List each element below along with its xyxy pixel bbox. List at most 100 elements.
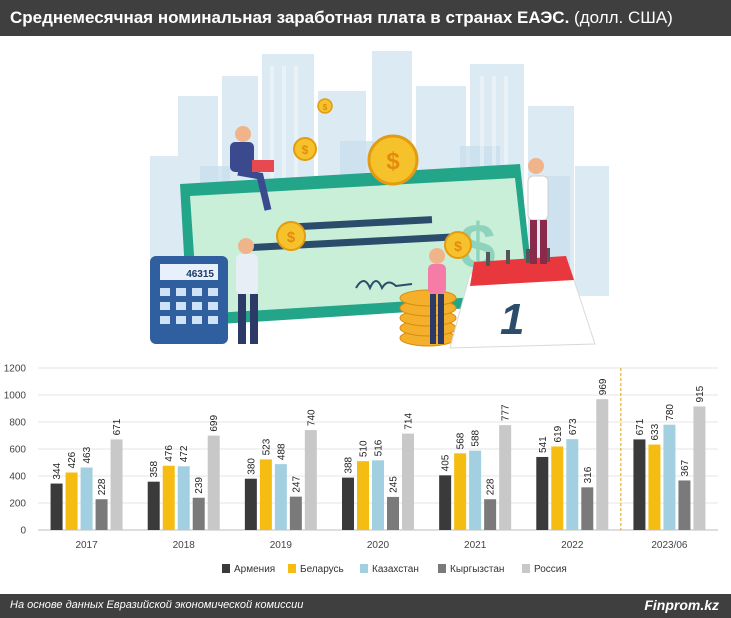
bar-value-label: 523 bbox=[261, 438, 272, 455]
bar-value-label: 388 bbox=[344, 456, 355, 473]
bar bbox=[402, 433, 414, 530]
bar bbox=[372, 460, 384, 530]
bar bbox=[536, 456, 549, 530]
person-pointing bbox=[236, 238, 258, 344]
bar-value-label: 472 bbox=[179, 445, 190, 462]
bar bbox=[80, 467, 93, 530]
bar bbox=[244, 478, 257, 530]
bar bbox=[50, 483, 63, 530]
source-note: На основе данных Евразийской экономическ… bbox=[10, 599, 304, 611]
bar-value-label: 671 bbox=[635, 418, 646, 435]
bar bbox=[95, 499, 108, 530]
person-with-laptop bbox=[230, 126, 274, 211]
bar bbox=[207, 435, 220, 530]
bar bbox=[147, 481, 160, 530]
bar-value-label: 588 bbox=[471, 429, 482, 446]
bar-value-label: 476 bbox=[164, 445, 175, 462]
y-tick-label: 400 bbox=[9, 472, 26, 483]
bar-value-label: 488 bbox=[276, 443, 287, 460]
x-tick-label: 2023/06 bbox=[651, 540, 688, 551]
y-axis-ticks: 0 200 400 600 800 1000 1200 bbox=[4, 364, 27, 537]
bar bbox=[342, 477, 354, 530]
y-tick-label: 200 bbox=[9, 499, 26, 510]
bar bbox=[596, 399, 609, 530]
bar-value-label: 780 bbox=[665, 404, 676, 421]
y-tick-label: 800 bbox=[9, 418, 26, 429]
bar-value-label: 358 bbox=[149, 461, 160, 478]
salary-bar-chart: 0 200 400 600 800 1000 1200 344 426 463 228 671 358… bbox=[4, 364, 718, 575]
bar bbox=[357, 461, 369, 530]
x-tick-label: 2018 bbox=[173, 540, 196, 551]
bar-value-label: 380 bbox=[246, 458, 257, 475]
bar bbox=[693, 406, 706, 530]
x-tick-label: 2019 bbox=[270, 540, 293, 551]
bar-value-label: 426 bbox=[67, 451, 78, 468]
bar bbox=[439, 475, 452, 530]
bar bbox=[469, 450, 482, 530]
bar bbox=[551, 446, 564, 530]
legend-swatch bbox=[522, 564, 530, 573]
bar bbox=[177, 466, 190, 530]
chart-title: Среднемесячная номинальная заработная пл… bbox=[10, 8, 673, 28]
brand-logo: Finprom.kz bbox=[644, 597, 719, 613]
calculator-icon: 46315 bbox=[150, 256, 228, 344]
title-unit: (долл. США) bbox=[574, 8, 673, 27]
svg-text:$: $ bbox=[302, 143, 309, 157]
footer-bar: На основе данных Евразийской экономическ… bbox=[0, 594, 731, 618]
dollar-coins: $ $ $ $ $ bbox=[276, 98, 472, 259]
bar-value-label: 740 bbox=[306, 409, 317, 426]
salary-illustration: $ 46315 1 $ $ $ $ $ bbox=[150, 51, 609, 349]
calendar-icon: 1 bbox=[449, 248, 596, 349]
x-tick-label: 2021 bbox=[464, 540, 487, 551]
bar-value-label: 239 bbox=[194, 477, 205, 494]
svg-text:$: $ bbox=[454, 238, 462, 254]
bar bbox=[633, 439, 646, 530]
person-with-coin bbox=[428, 248, 446, 344]
x-axis-ticks: 2017 2018 2019 2020 2021 2022 2023/06 bbox=[75, 540, 687, 551]
x-tick-label: 2022 bbox=[561, 540, 584, 551]
bar-value-label: 671 bbox=[112, 418, 123, 435]
bar bbox=[499, 425, 512, 530]
bar bbox=[663, 424, 676, 530]
bar-value-label: 510 bbox=[359, 440, 370, 457]
legend-label: Кыргызстан bbox=[450, 564, 504, 575]
bar-value-label: 228 bbox=[97, 478, 108, 495]
bar bbox=[259, 459, 272, 530]
bar bbox=[648, 444, 661, 530]
legend-swatch bbox=[222, 564, 230, 573]
legend-label: Россия bbox=[534, 564, 567, 575]
svg-text:$: $ bbox=[386, 148, 400, 175]
svg-text:$: $ bbox=[287, 229, 296, 246]
x-tick-label: 2020 bbox=[367, 540, 390, 551]
bar bbox=[162, 465, 175, 530]
bar-value-label: 344 bbox=[52, 462, 63, 479]
bar bbox=[289, 496, 302, 530]
bar-value-label: 673 bbox=[568, 418, 579, 435]
bar-value-label: 245 bbox=[389, 476, 400, 493]
bar-value-label: 619 bbox=[553, 425, 564, 442]
bar-value-label: 915 bbox=[695, 385, 706, 402]
legend: Армения Беларусь Казахстан Кыргызстан Россия bbox=[222, 564, 567, 575]
bars bbox=[50, 399, 706, 530]
y-tick-label: 600 bbox=[9, 445, 26, 456]
svg-text:$: $ bbox=[323, 103, 328, 112]
bar bbox=[65, 472, 78, 530]
bar bbox=[484, 499, 497, 530]
bar bbox=[581, 487, 594, 530]
legend-label: Армения bbox=[234, 564, 275, 575]
title-text: Среднемесячная номинальная заработная пл… bbox=[10, 8, 570, 27]
legend-label: Казахстан bbox=[372, 564, 419, 575]
bar bbox=[566, 439, 579, 530]
coin-stack bbox=[399, 289, 457, 347]
bar-value-label: 228 bbox=[486, 478, 497, 495]
legend-swatch bbox=[438, 564, 446, 573]
bar bbox=[387, 496, 399, 530]
bar-value-label: 367 bbox=[680, 459, 691, 476]
bar bbox=[678, 480, 691, 530]
calendar-day: 1 bbox=[500, 295, 524, 344]
bar-value-label: 463 bbox=[82, 446, 93, 463]
bar-value-label: 541 bbox=[538, 436, 549, 453]
legend-swatch bbox=[288, 564, 296, 573]
bar-value-label: 714 bbox=[404, 412, 415, 429]
bar-value-label: 777 bbox=[501, 404, 512, 421]
